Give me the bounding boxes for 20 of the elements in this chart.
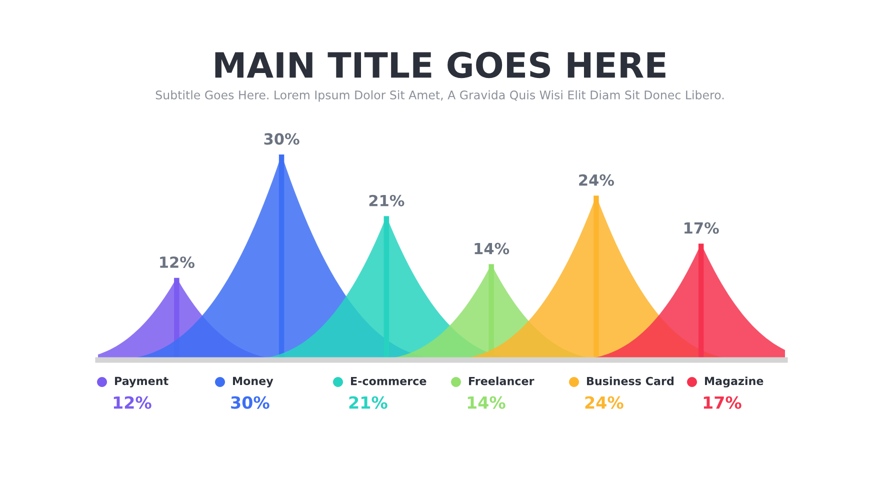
text: 17%: [684, 222, 719, 234]
x-tick-label: E-commerce: [351, 376, 426, 386]
data-label: 12%: [114, 396, 152, 409]
data-label: 30%: [231, 396, 270, 409]
data-label: 21%: [349, 396, 388, 409]
text: 30%: [264, 133, 300, 145]
text: 24%: [579, 174, 614, 186]
x-tick-label: Payment: [115, 376, 168, 388]
data-label: 24%: [585, 396, 624, 409]
x-tick-label: Magazine: [705, 376, 764, 388]
text: 12%: [160, 256, 194, 268]
chart-title: MAIN TITLE GOES HERE: [215, 52, 666, 78]
x-tick-label: Business Card: [587, 376, 674, 386]
x-tick-label: Freelancer: [469, 376, 534, 386]
data-label: 17%: [704, 396, 742, 409]
data-label: 14%: [468, 396, 506, 409]
text: 21%: [369, 194, 404, 206]
chart-subtitle: Subtitle Goes Here. Lorem Ipsum Dolor Sit Amet, A Gravida Quis Wisi Elit Diam Sit Donec Libero.: [156, 90, 724, 102]
x-tick-label: Money: [233, 376, 274, 388]
text: 14%: [474, 242, 510, 254]
